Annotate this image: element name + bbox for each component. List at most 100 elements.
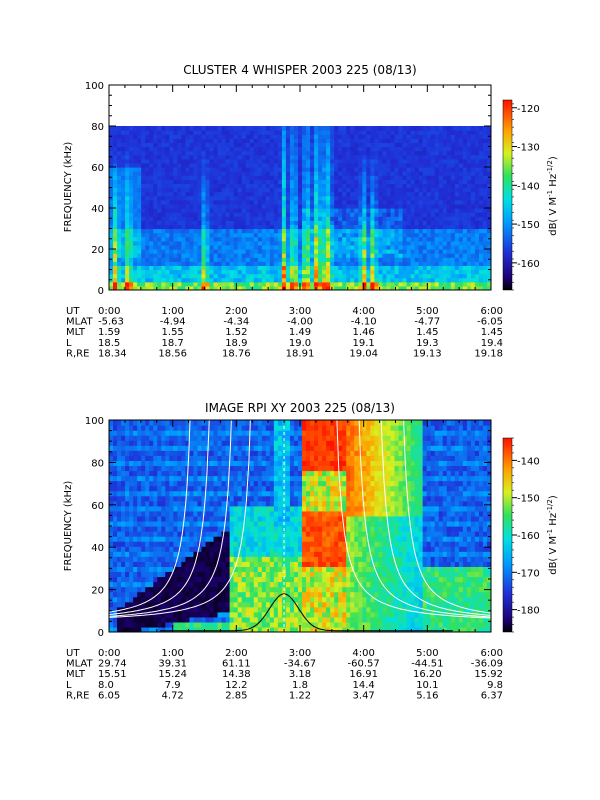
- whisper-spectrogram-cell: [189, 179, 195, 184]
- rpi-spectrogram-cell: [161, 510, 166, 517]
- whisper-spectrogram-cell: [330, 199, 335, 205]
- whisper-spectrogram-cell: [350, 244, 355, 250]
- whisper-spectrogram-cell: [177, 138, 182, 143]
- whisper-spectrogram-cell: [466, 146, 472, 152]
- whisper-spectrogram-cell: [297, 199, 303, 205]
- whisper-spectrogram-cell: [185, 285, 191, 290]
- whisper-spectrogram-cell: [273, 175, 279, 180]
- rpi-spectrogram-cell: [173, 616, 178, 623]
- whisper-spectrogram-cell: [177, 220, 182, 225]
- rpi-spectrogram-cell: [197, 475, 203, 482]
- whisper-ephemeris-value: 1.46: [353, 327, 375, 338]
- whisper-spectrogram-cell: [113, 253, 118, 258]
- whisper-spectrogram-cell: [402, 191, 408, 197]
- whisper-spectrogram-cell: [402, 265, 408, 271]
- whisper-spectrogram-cell: [193, 273, 199, 279]
- whisper-spectrogram-cell: [326, 273, 331, 279]
- whisper-spectrogram-cell: [205, 253, 211, 258]
- rpi-spectrogram-cell: [169, 616, 174, 623]
- rpi-spectrogram-cell: [161, 556, 166, 562]
- whisper-spectrogram-cell: [410, 187, 416, 193]
- whisper-spectrogram-cell: [209, 244, 215, 250]
- rpi-spectrogram-cell: [165, 470, 170, 477]
- rpi-spectrogram-cell: [161, 616, 166, 623]
- whisper-spectrogram-cell: [430, 203, 436, 209]
- rpi-spectrogram-cell: [129, 531, 134, 537]
- whisper-spectrogram-cell: [205, 158, 211, 164]
- rpi-spectrogram-cell: [157, 546, 162, 552]
- rpi-spectrogram-cell: [133, 435, 138, 441]
- rpi-spectrogram-cell: [121, 430, 126, 436]
- whisper-spectrogram-cell: [281, 273, 287, 279]
- whisper-spectrogram-cell: [434, 158, 440, 164]
- whisper-spectrogram-cell: [241, 130, 247, 135]
- whisper-spectrogram-cell: [205, 216, 211, 221]
- whisper-spectrogram-cell: [314, 150, 319, 156]
- whisper-spectrogram-cell: [201, 203, 207, 209]
- whisper-spectrogram-cell: [169, 216, 174, 221]
- whisper-spectrogram-cell: [109, 281, 114, 287]
- whisper-spectrogram-cell: [205, 162, 211, 168]
- whisper-spectrogram-cell: [273, 138, 279, 143]
- rpi-spectrogram-cell: [129, 425, 134, 431]
- whisper-spectrogram-cell: [169, 273, 174, 279]
- rpi-spectrogram-cell: [197, 591, 203, 598]
- whisper-spectrogram-cell: [382, 199, 388, 205]
- whisper-spectrogram-cell: [430, 253, 436, 258]
- whisper-spectrogram-cell: [273, 265, 279, 271]
- rpi-spectrogram-cell: [121, 500, 126, 507]
- whisper-spectrogram-cell: [318, 167, 323, 172]
- whisper-spectrogram-cell: [249, 220, 255, 225]
- whisper-spectrogram-cell: [406, 195, 412, 201]
- rpi-spectrogram-cell: [157, 621, 162, 628]
- whisper-spectrogram-cell: [486, 228, 491, 234]
- rpi-spectrogram-cell: [121, 440, 126, 446]
- whisper-spectrogram-cell: [450, 224, 456, 230]
- whisper-spectrogram-cell: [293, 257, 299, 262]
- whisper-spectrogram-cell: [482, 208, 488, 213]
- whisper-spectrogram-cell: [173, 199, 178, 205]
- rpi-spectrogram-cell: [193, 490, 199, 497]
- whisper-spectrogram-cell: [137, 171, 142, 176]
- whisper-spectrogram-cell: [117, 261, 122, 266]
- rpi-spectrogram-cell: [125, 541, 130, 547]
- whisper-spectrogram-cell: [173, 212, 178, 217]
- whisper-spectrogram-cell: [450, 130, 456, 135]
- whisper-spectrogram-cell: [482, 183, 488, 189]
- whisper-spectrogram-cell: [450, 216, 456, 221]
- rpi-spectrogram-cell: [157, 435, 162, 441]
- whisper-spectrogram-cell: [201, 212, 207, 217]
- whisper-spectrogram-cell: [205, 269, 211, 275]
- rpi-spectrogram-cell: [157, 591, 162, 598]
- rpi-spectrogram-cell: [145, 606, 150, 613]
- rpi-spectrogram-cell: [177, 520, 182, 527]
- rpi-spectrogram-cell: [161, 490, 166, 497]
- whisper-spectrogram-cell: [293, 261, 299, 266]
- whisper-spectrogram-cell: [314, 199, 319, 205]
- whisper-spectrogram-cell: [165, 171, 170, 176]
- rpi-spectrogram-cell: [117, 581, 122, 588]
- whisper-spectrogram-cell: [145, 146, 150, 152]
- whisper-spectrogram-cell: [281, 257, 287, 262]
- whisper-spectrogram-cell: [426, 171, 432, 176]
- whisper-spectrogram-cell: [225, 175, 231, 180]
- whisper-spectrogram-cell: [338, 167, 343, 172]
- whisper-spectrogram-cell: [205, 232, 211, 238]
- whisper-spectrogram-cell: [314, 220, 319, 225]
- whisper-spectrogram-cell: [342, 150, 347, 156]
- whisper-spectrogram-cell: [334, 150, 339, 156]
- whisper-spectrogram-cell: [318, 212, 323, 217]
- whisper-spectrogram-cell: [306, 167, 311, 172]
- whisper-spectrogram-cell: [486, 249, 491, 254]
- whisper-spectrogram-cell: [189, 134, 195, 139]
- rpi-spectrogram-cell: [141, 586, 146, 593]
- whisper-spectrogram-cell: [261, 261, 267, 266]
- whisper-spectrogram-cell: [185, 150, 191, 156]
- whisper-spectrogram-cell: [310, 208, 315, 213]
- whisper-spectrogram-cell: [169, 265, 174, 271]
- rpi-spectrogram-cell: [165, 596, 170, 603]
- whisper-spectrogram-cell: [229, 253, 235, 258]
- rpi-spectrogram-cell: [133, 571, 138, 578]
- whisper-spectrogram-cell: [454, 261, 460, 266]
- whisper-spectrogram-cell: [414, 224, 420, 230]
